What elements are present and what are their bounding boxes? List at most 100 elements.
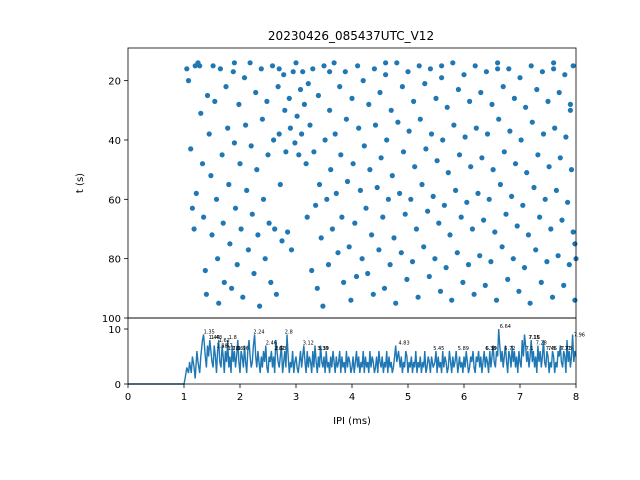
scatter-point: [193, 190, 199, 196]
scatter-point: [213, 196, 220, 202]
scatter-point: [268, 279, 274, 285]
scatter-point: [395, 119, 401, 125]
scatter-point: [462, 134, 468, 140]
scatter-point: [350, 161, 356, 167]
y-tick-label: 40: [108, 136, 121, 147]
scatter-point: [525, 232, 532, 238]
scatter-point: [296, 152, 302, 158]
peak-label: 1.67: [222, 343, 233, 349]
scatter-point: [563, 134, 569, 140]
scatter-point: [538, 279, 544, 285]
scatter-point: [287, 125, 293, 131]
scatter-point: [258, 66, 264, 72]
scatter-point: [527, 300, 533, 306]
scatter-point: [447, 232, 453, 238]
peak-label: 2.63: [275, 346, 286, 352]
scatter-point: [545, 98, 551, 104]
scatter-point: [495, 66, 501, 72]
scatter-point: [184, 66, 190, 72]
scatter-point: [483, 69, 489, 75]
scatter-point: [416, 63, 422, 69]
scatter-point: [276, 131, 282, 137]
scatter-point: [468, 164, 474, 170]
peak-label: 7.5: [548, 346, 556, 352]
scatter-point: [441, 202, 447, 208]
peak-label: 5.45: [433, 346, 444, 352]
scatter-point: [408, 196, 414, 202]
scatter-point: [265, 152, 271, 158]
scatter-point: [471, 291, 477, 297]
scatter-point: [282, 107, 288, 113]
scatter-point: [481, 217, 487, 223]
scatter-point: [489, 101, 495, 107]
scatter-point: [393, 300, 399, 306]
scatter-point: [343, 116, 349, 122]
scatter-point: [552, 125, 558, 131]
scatter-point: [272, 226, 278, 232]
scatter-point: [206, 131, 212, 137]
scatter-point: [331, 60, 337, 66]
scatter-point: [433, 95, 439, 101]
scatter-point: [370, 291, 376, 297]
scatter-point: [475, 190, 481, 196]
scatter-point: [478, 89, 484, 96]
scatter-point: [234, 262, 240, 268]
scatter-point: [391, 235, 397, 241]
scatter-point: [383, 72, 389, 78]
scatter-point: [212, 98, 218, 104]
scatter-point: [488, 259, 494, 265]
scatter-point: [449, 297, 455, 303]
scatter-point: [430, 193, 436, 199]
scatter-point: [534, 86, 540, 93]
scatter-point: [293, 60, 299, 66]
scatter-point: [384, 137, 390, 143]
scatter-point: [249, 211, 255, 217]
scatter-point: [216, 300, 222, 306]
scatter-point: [567, 107, 574, 113]
scatter-point: [204, 92, 211, 99]
scatter-point: [188, 146, 194, 152]
scatter-point: [264, 98, 270, 104]
scatter-point: [328, 167, 334, 173]
scatter-point: [535, 152, 541, 158]
scatter-point: [275, 84, 281, 90]
scatter-point: [259, 116, 265, 122]
scatter-point: [226, 181, 232, 188]
scatter-point: [269, 63, 276, 69]
scatter-point: [241, 75, 248, 81]
scatter-point: [546, 164, 552, 170]
scatter-point: [300, 69, 306, 75]
scatter-point: [533, 247, 539, 253]
scatter-point: [411, 98, 417, 104]
scatter-point: [399, 84, 405, 90]
scatter-point: [303, 161, 309, 167]
scatter-point: [456, 152, 463, 158]
scatter-point: [383, 60, 389, 66]
scatter-point: [496, 116, 502, 122]
scatter-point: [276, 66, 282, 72]
scatter-point: [338, 152, 344, 158]
y-tick-label: 100: [102, 314, 121, 325]
peak-label: 7.16: [529, 335, 540, 341]
scatter-point: [325, 262, 332, 268]
scatter-point: [434, 158, 440, 164]
scatter-point: [440, 137, 446, 143]
peak-labels: 1.351.441.48 1.581.621.67 1.8 1.781.861.96 2…: [204, 324, 585, 352]
scatter-point: [567, 101, 574, 107]
scatter-point: [529, 119, 535, 125]
scatter-point: [542, 196, 548, 202]
scatter-point: [570, 63, 576, 69]
scatter-point: [344, 178, 351, 185]
peak-label: 2.61: [274, 346, 285, 352]
peak-label: 3.12: [303, 341, 314, 347]
scatter-point: [372, 122, 379, 128]
scatter-point: [292, 140, 298, 146]
scatter-point: [260, 196, 267, 202]
scatter-point: [321, 63, 327, 69]
scatter-point: [254, 167, 260, 173]
scatter-point: [405, 69, 411, 75]
scatter-point: [509, 193, 515, 199]
chart-title: 20230426_085437UTC_V12: [268, 29, 434, 43]
y-tick-label: 10: [108, 325, 121, 336]
scatter-point: [310, 66, 316, 72]
